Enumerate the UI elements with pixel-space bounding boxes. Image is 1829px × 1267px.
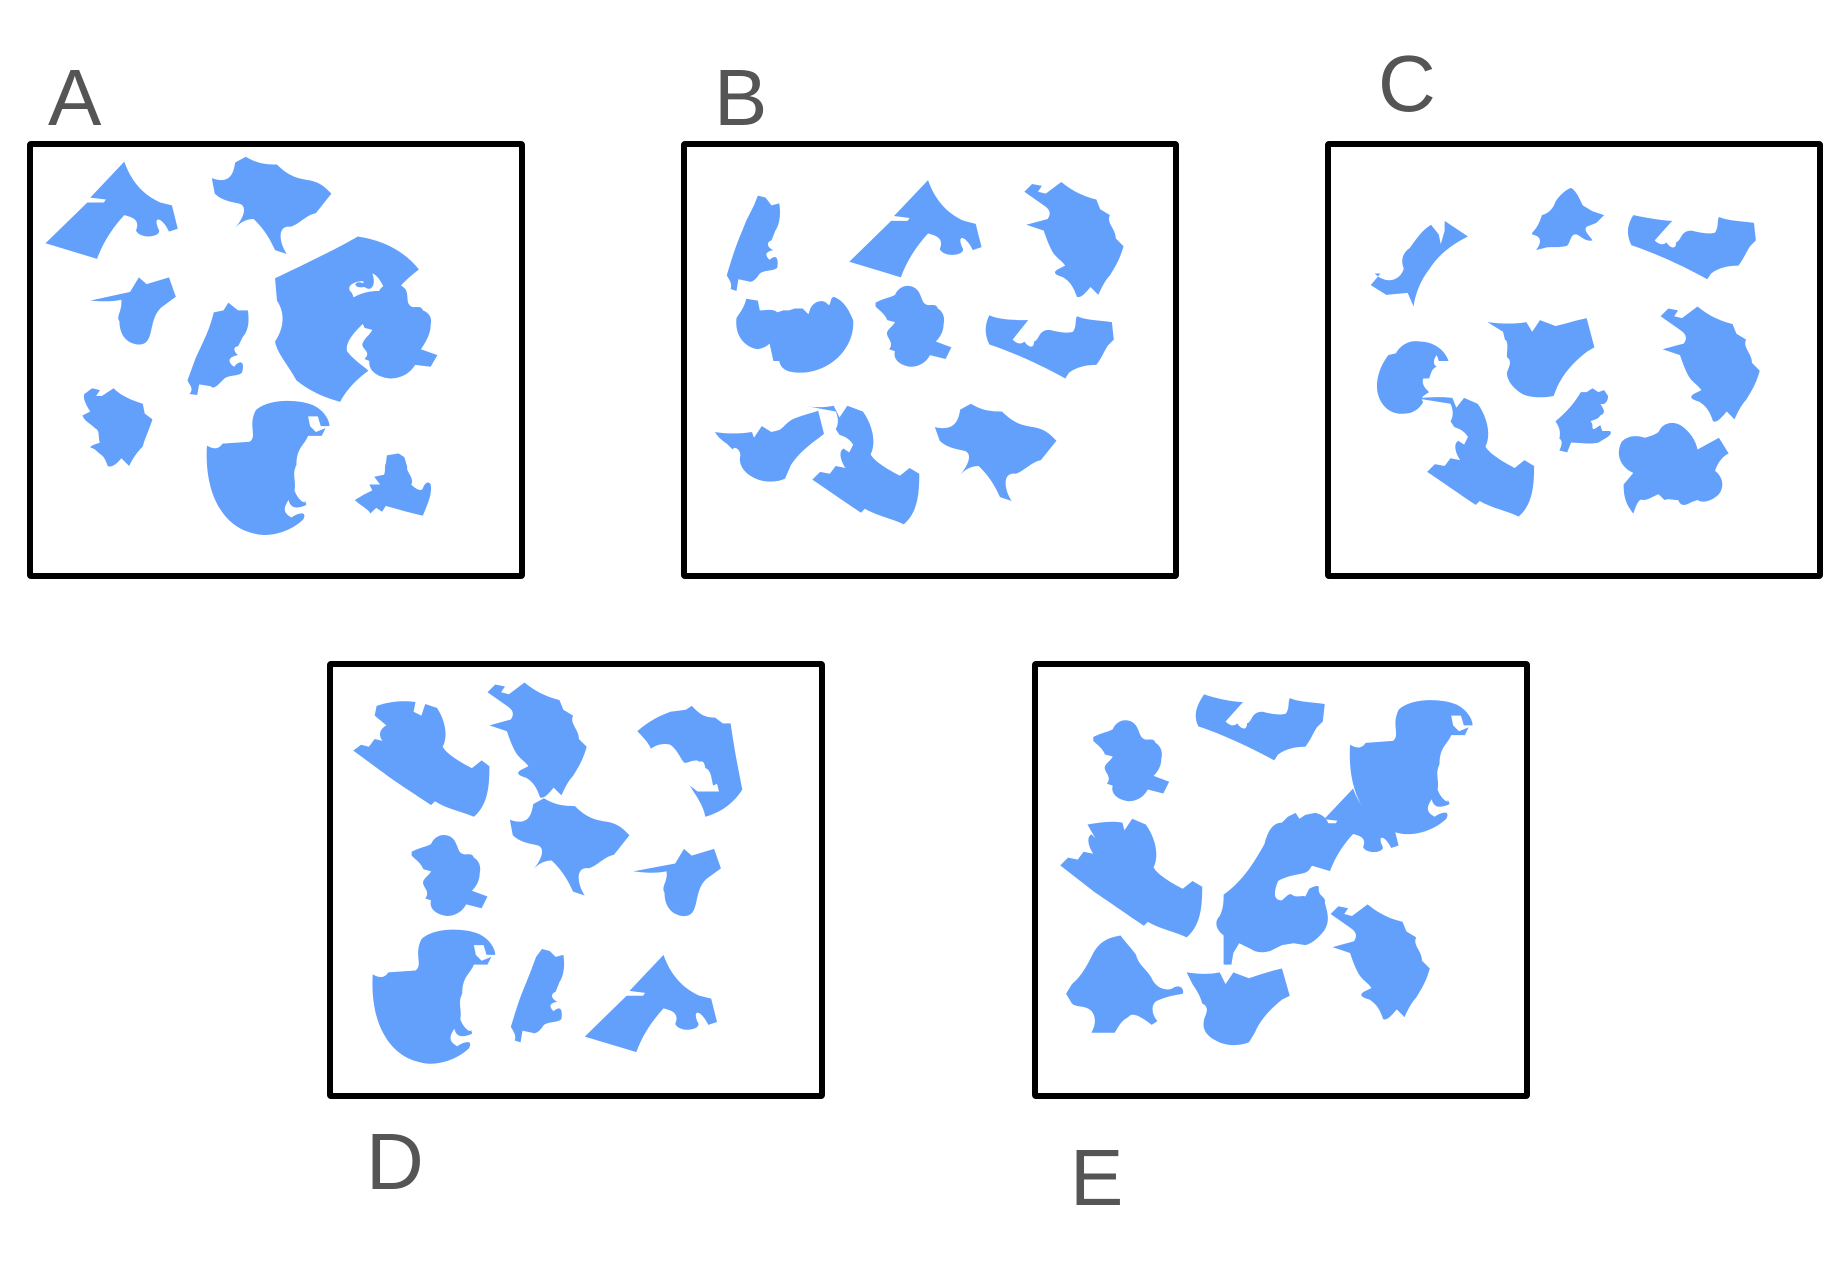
puzzle-piece	[509, 798, 630, 896]
puzzle-piece	[633, 848, 721, 917]
puzzle-piece	[875, 285, 952, 367]
puzzle-piece	[487, 682, 587, 798]
puzzle-piece	[411, 835, 488, 916]
puzzle-piece	[726, 195, 781, 291]
puzzle-piece	[1066, 935, 1184, 1033]
puzzle-piece	[1532, 187, 1605, 251]
panel-c[interactable]	[1325, 141, 1823, 579]
puzzle-piece	[353, 701, 490, 817]
puzzle-piece	[45, 161, 178, 259]
puzzle-piece	[1627, 215, 1756, 280]
puzzle-piece	[637, 705, 743, 817]
puzzle-piece	[354, 453, 432, 516]
puzzle-piece	[1186, 968, 1290, 1046]
puzzle-piece	[1286, 788, 1399, 872]
puzzle-piece	[934, 403, 1057, 502]
puzzle-piece	[1349, 700, 1473, 835]
panel-b-pieces	[715, 180, 1124, 525]
puzzle-piece	[82, 388, 153, 467]
puzzle-piece	[211, 156, 332, 254]
puzzle-piece	[510, 949, 565, 1043]
puzzle-piece	[206, 400, 330, 535]
puzzle-piece	[90, 277, 176, 345]
panel-a-pieces	[45, 156, 438, 535]
puzzle-piece	[187, 302, 249, 396]
panel-b[interactable]	[681, 141, 1179, 579]
puzzle-piece	[804, 405, 920, 525]
panel-label-d: D	[366, 1117, 424, 1206]
panel-d-pieces	[353, 682, 743, 1064]
puzzle-piece	[736, 296, 854, 373]
puzzle-piece	[1195, 694, 1325, 761]
panel-label-e: E	[1070, 1133, 1124, 1222]
puzzle-piece	[584, 954, 718, 1053]
panel-c-pieces	[1370, 187, 1760, 517]
panel-label-a: A	[48, 53, 102, 142]
panel-label-c: C	[1378, 39, 1436, 128]
panel-e-pieces	[1060, 694, 1473, 1046]
puzzle-piece	[985, 315, 1114, 379]
panel-e[interactable]	[1032, 661, 1530, 1099]
panel-a[interactable]	[27, 141, 525, 579]
puzzle-piece	[1660, 306, 1760, 422]
puzzle-piece	[1618, 422, 1729, 514]
puzzle-piece	[1555, 388, 1611, 453]
puzzle-piece	[275, 236, 419, 402]
puzzle-piece	[715, 410, 824, 482]
puzzle-piece	[1093, 720, 1170, 802]
puzzle-piece	[1413, 397, 1535, 517]
puzzle-piece	[372, 929, 496, 1064]
puzzle-piece	[348, 283, 438, 379]
puzzle-piece	[1024, 182, 1124, 298]
puzzle-piece	[1370, 220, 1468, 307]
puzzle-piece	[1376, 341, 1449, 414]
puzzle-piece	[1330, 904, 1430, 1020]
panel-d[interactable]	[327, 661, 825, 1099]
puzzle-piece	[1060, 818, 1203, 938]
puzzle-piece	[1487, 318, 1595, 398]
puzzle-piece	[849, 180, 982, 278]
panel-label-b: B	[714, 53, 768, 142]
